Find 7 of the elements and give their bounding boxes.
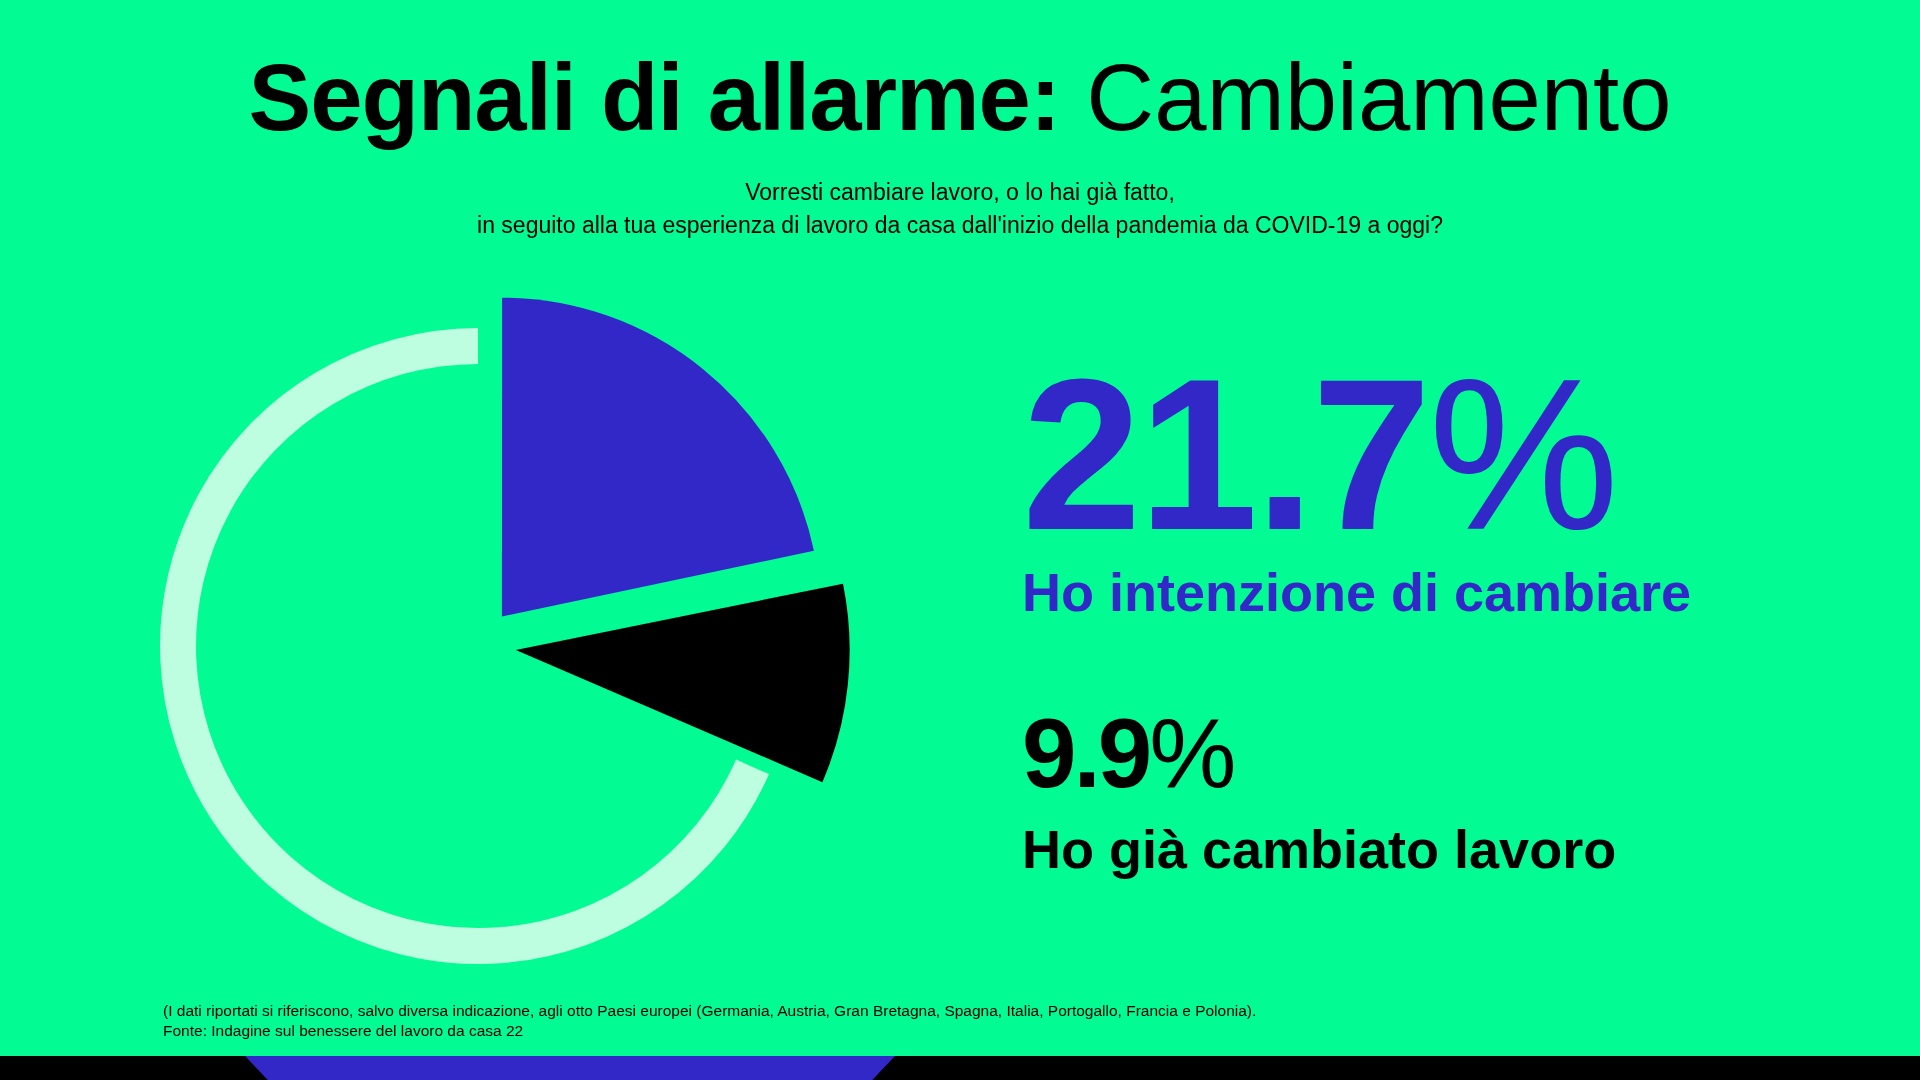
chart-subtitle: Vorresti cambiare lavoro, o lo hai già fatto, in seguito alla tua esperienza di lavoro da casa dall'inizio della pandemia da COVID-19 a oggi? <box>476 178 1444 240</box>
data-label: 9.9% <box>1022 697 1237 808</box>
slice-label: Ho già cambiato lavoro <box>1022 818 1618 879</box>
text: (I dati riportati si riferiscono, salvo diversa indicazione, agli otto Paesi europei (Germania, Austria, Gran Bretagna, Spagna, Italia, Portogallo, Francia e Polonia). <box>163 1001 1257 1021</box>
source-note: Fonte: Indagine sul benessere del lavoro da casa 22 <box>163 1021 525 1041</box>
slice-label: Ho intenzione di cambiare <box>1022 561 1692 622</box>
chart-title: Segnali di allarme: Cambiamento <box>248 45 1672 150</box>
